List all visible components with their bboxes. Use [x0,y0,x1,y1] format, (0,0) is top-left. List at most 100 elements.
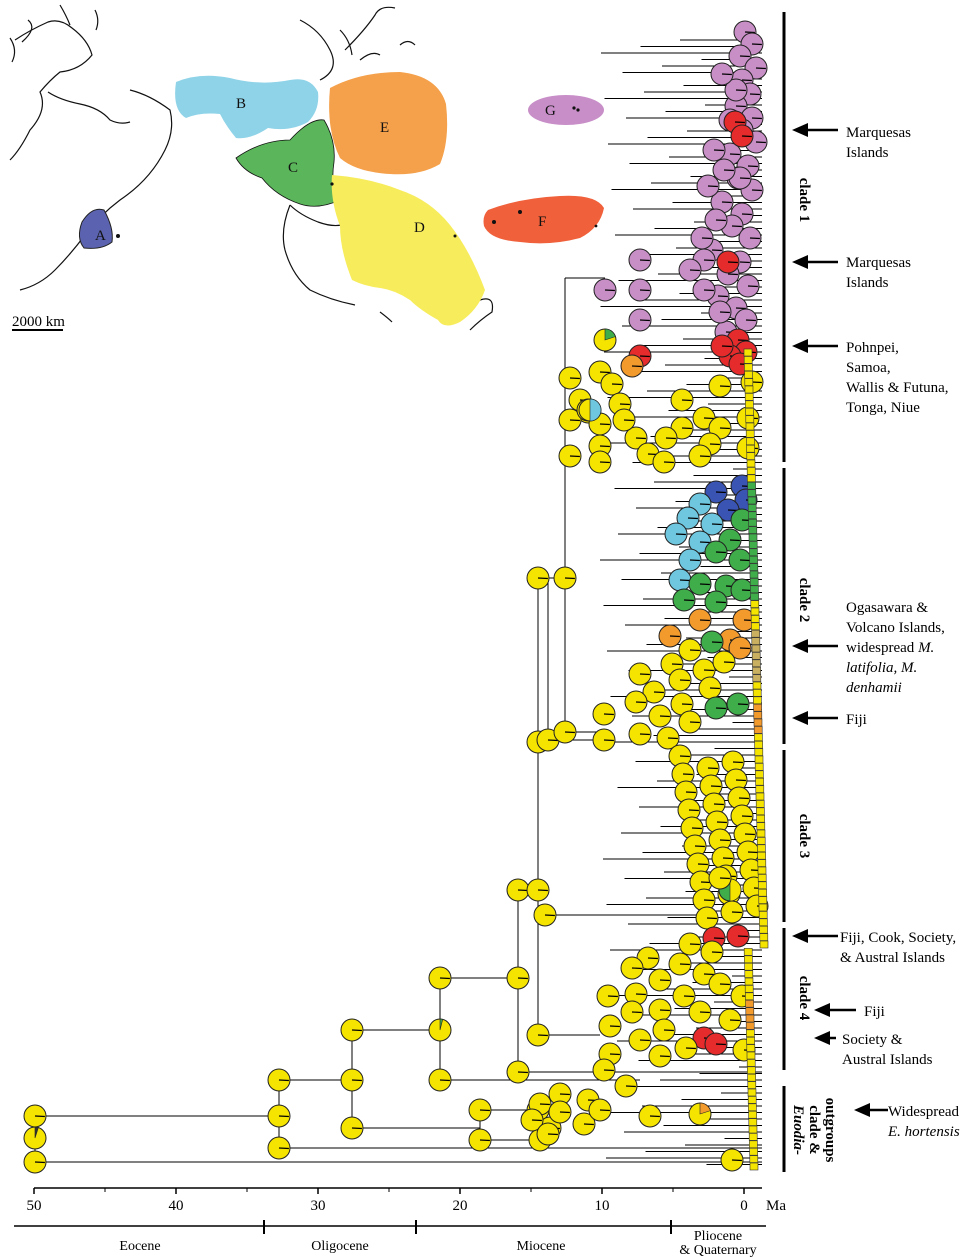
tip-square [746,452,756,460]
tip-square [750,607,760,616]
tip-square [746,444,755,453]
annotation-label: Widespread [888,1104,960,1120]
tip-square [748,1125,758,1134]
annotation-arrow [814,1003,856,1017]
tip-square [750,615,760,623]
tip-square [745,415,755,423]
tip-square [754,740,763,749]
tip-square [753,703,762,712]
tip-square [748,1103,757,1112]
tip-square [745,400,754,409]
region-B [175,75,319,139]
axis-ticks: 50 40 30 20 10 0 [27,1188,748,1214]
tip-square [746,1029,755,1038]
node-pie [738,226,762,250]
node-pie [720,900,744,924]
tip-square [747,489,757,497]
tip-square [745,422,755,431]
region-label-D: D [414,220,425,236]
node-pie [726,924,750,948]
node-pie [690,226,714,250]
tip-square [744,985,754,993]
node-pie [520,1108,544,1132]
node-pie [704,480,728,504]
node-pie [620,956,644,980]
region-label-E: E [380,120,389,136]
node-pie [558,366,582,390]
tip-square [748,1118,758,1126]
node-pie [652,450,676,474]
node-pie [624,982,648,1006]
node-pie [730,124,754,148]
node-pie [592,728,616,752]
tip-square [749,1155,759,1163]
node-pie [624,426,648,450]
svg-text:Euodia-: Euodia- [790,1104,806,1155]
node-pie [648,704,672,728]
annotation-labels: Marquesas Islands Marquesas Islands Pohnpei,… [840,125,960,1140]
node-pie [526,566,550,590]
axis-tick-label: 20 [453,1198,468,1214]
annotation-label: Volcano Islands, [846,620,945,636]
annotation-label: Marquesas [846,125,911,141]
node-pie [558,444,582,468]
node-pie [688,572,712,596]
tip-square [745,407,754,416]
tip-square [749,1162,759,1171]
scale-bar-label: 2000 km [12,314,65,330]
tip-square [751,652,761,660]
tip-square [751,637,761,645]
node-pie [526,1023,550,1047]
tip-square [754,763,764,771]
annotation-arrow [792,339,838,353]
region-label-A: A [95,228,106,244]
tip-square [752,659,761,668]
tip-square [755,770,764,779]
tip-square [758,888,767,897]
tip-square [749,548,758,557]
node-pie [720,1148,744,1172]
node-pie [468,1128,492,1152]
node-pie [624,690,648,714]
tip-square [758,896,768,904]
annotation-label: Marquesas [846,255,911,271]
node-pie [648,1044,672,1068]
tip-square [743,356,753,364]
tip-square [756,814,765,823]
node-pie [588,450,612,474]
node-pie [598,1014,622,1038]
annotation-label: Ogasawara & [846,600,928,616]
node-pie [730,578,754,602]
node-pie [648,998,672,1022]
node-pie [688,1000,712,1024]
node-pie [700,630,724,654]
tip-square [749,570,759,579]
node-pie [678,710,702,734]
region-A [78,208,113,249]
tip-square [744,393,754,401]
axis-tick-label: 40 [169,1198,184,1214]
annotation-label: Pohnpei, [846,340,899,356]
node-pie [267,1068,291,1092]
node-pie [506,1060,530,1084]
node-pie [526,878,550,902]
node-pie [536,728,560,752]
annotation-label: denhamii [846,680,902,696]
tip-square [744,962,753,971]
tip-square [758,881,767,890]
node-pie [468,1098,492,1122]
tip-square [751,622,760,631]
annotation-arrow [792,255,838,269]
annotation-label: Austral Islands [842,1052,933,1068]
annotation-label: Fiji [846,712,867,728]
node-pie [702,138,726,162]
annotation-arrow [792,123,838,137]
tip-square [753,726,763,734]
annotation-label: Islands [846,275,889,291]
tip-square [751,644,761,653]
annotation-arrow [854,1103,888,1117]
annotation-label: Society & [842,1032,903,1048]
tip-square [759,940,769,949]
epoch-oligocene: Oligocene [311,1239,369,1254]
